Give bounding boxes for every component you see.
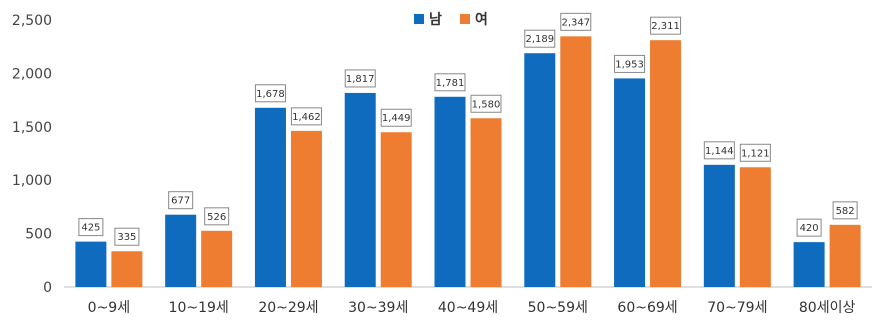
bar-female — [290, 130, 322, 287]
data-label-box — [78, 218, 104, 237]
data-label: 526 — [207, 212, 226, 223]
x-axis: 0~9세 10~19세 20~29세 30~39세 40~49세 50~59세 60~69세… — [88, 300, 856, 316]
bar-male — [524, 53, 556, 288]
x-tick-label: 30~39세 — [348, 300, 408, 316]
data-label-box — [344, 69, 376, 88]
data-label: 1,953 — [615, 59, 644, 70]
data-label-box — [703, 141, 735, 160]
bar-male — [703, 164, 735, 287]
x-tick-label: 40~49세 — [438, 300, 498, 316]
legend-swatch-female — [460, 14, 470, 24]
data-label: 1,121 — [741, 148, 770, 159]
data-label-box — [524, 29, 556, 48]
y-tick-label: 1,000 — [12, 173, 52, 189]
data-label-box — [114, 227, 140, 246]
legend-swatch-male — [414, 14, 424, 24]
legend-label-male: 남 — [429, 11, 442, 28]
x-tick-label: 70~79세 — [707, 300, 767, 316]
data-label: 1,144 — [705, 146, 734, 157]
bar-female — [560, 36, 592, 288]
legend-label-female: 여 — [475, 11, 488, 28]
data-label: 420 — [800, 223, 819, 234]
x-tick-label: 50~59세 — [528, 300, 588, 316]
data-label: 1,678 — [256, 89, 285, 100]
bar-male — [165, 214, 197, 287]
data-label: 2,189 — [525, 34, 554, 45]
data-label-box — [796, 218, 822, 237]
data-label: 1,462 — [292, 112, 321, 123]
y-tick-label: 2,000 — [12, 66, 52, 82]
data-label: 1,449 — [382, 113, 411, 124]
bar-female — [201, 230, 233, 287]
data-label: 1,817 — [346, 74, 375, 85]
bars-group — [75, 36, 861, 288]
y-axis: 0 500 1,000 1,500 2,000 2,500 — [12, 13, 52, 296]
y-tick-label: 2,500 — [12, 13, 52, 29]
data-label-box — [470, 94, 502, 113]
data-label: 2,311 — [651, 21, 680, 32]
bar-female — [829, 224, 861, 287]
x-tick-label: 10~19세 — [169, 300, 229, 316]
bar-male — [75, 241, 107, 287]
x-tick-label: 20~29세 — [258, 300, 318, 316]
data-label-box — [832, 201, 858, 220]
bar-male — [254, 107, 286, 287]
y-tick-label: 500 — [25, 227, 52, 243]
data-label-box — [168, 191, 194, 210]
y-tick-label: 0 — [43, 280, 52, 296]
data-label: 2,347 — [561, 17, 590, 28]
bar-male — [344, 92, 376, 287]
legend: 남 여 — [414, 11, 488, 28]
data-labels-group: 425 335 677 526 1,678 1,462 1,817 1,449 1,781 1,5… — [78, 12, 858, 246]
y-tick-label: 1,500 — [12, 120, 52, 136]
bar-male — [614, 78, 646, 287]
data-label-box — [560, 12, 592, 31]
bar-female — [111, 251, 143, 287]
data-label: 677 — [171, 196, 190, 207]
x-tick-label: 80세이상 — [799, 300, 856, 316]
data-label-box — [739, 143, 771, 162]
data-label-box — [290, 107, 322, 126]
data-label: 335 — [117, 232, 136, 243]
bar-female — [650, 40, 682, 288]
data-label: 425 — [81, 223, 100, 234]
data-label-box — [254, 84, 286, 103]
x-tick-label: 0~9세 — [88, 300, 130, 316]
data-label: 1,580 — [472, 99, 501, 110]
data-label-box — [434, 73, 466, 92]
bar-male — [793, 242, 825, 287]
data-label: 582 — [836, 206, 855, 217]
data-label-box — [204, 207, 230, 226]
x-tick-label: 60~69세 — [617, 300, 677, 316]
data-label: 1,781 — [436, 78, 465, 89]
bar-female — [739, 167, 771, 287]
bar-female — [470, 118, 502, 287]
data-label-box — [614, 54, 646, 73]
data-label-box — [650, 16, 682, 35]
bar-male — [434, 96, 466, 287]
bar-female — [380, 132, 412, 287]
data-label-box — [380, 108, 412, 127]
